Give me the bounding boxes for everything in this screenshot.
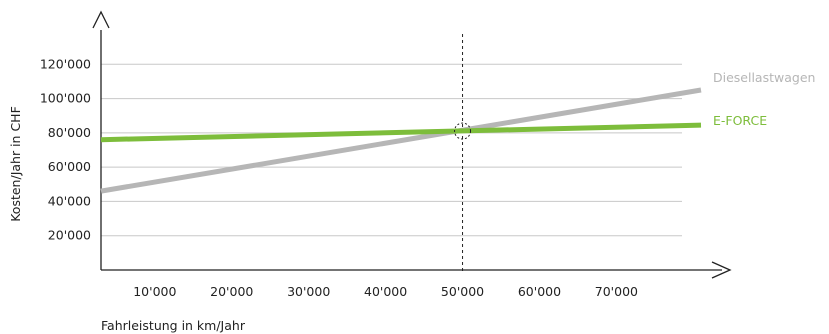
y-tick-label: 40'000 [48, 193, 91, 208]
y-tick-label: 60'000 [48, 159, 91, 174]
x-tick-label: 50'000 [441, 284, 484, 299]
gridlines [101, 63, 682, 237]
x-tick-labels: 10'000 20'000 30'000 40'000 50'000 60'000 70'0… [133, 284, 638, 299]
x-tick-label: 40'000 [364, 284, 407, 299]
y-axis-arrow-icon [92, 10, 110, 29]
x-tick-label: 20'000 [210, 284, 253, 299]
x-axis-title: Fahrleistung in km/Jahr [101, 318, 246, 333]
series-line-e-force [100, 122, 702, 143]
y-tick-label: 80'000 [48, 125, 91, 140]
break-even-circle [454, 122, 472, 140]
series-label: Diesellastwagen [713, 70, 815, 85]
y-tick-labels: 20'000 40'000 60'000 80'000 100'000 120'000 [40, 56, 91, 242]
x-tick-label: 30'000 [287, 284, 330, 299]
series-layer [100, 87, 702, 194]
x-tick-label: 10'000 [133, 284, 176, 299]
y-axis-title: Kosten/Jahr in CHF [8, 106, 23, 222]
series-labels: Diesellastwagen E-FORCE [713, 70, 815, 128]
y-tick-label: 100'000 [40, 91, 91, 106]
series-label: E-FORCE [713, 113, 767, 128]
x-tick-label: 70'000 [595, 284, 638, 299]
y-tick-label: 20'000 [48, 228, 91, 243]
x-axis-arrow-icon [711, 261, 732, 279]
x-tick-label: 60'000 [518, 284, 561, 299]
series-line-diesellastwagen [100, 87, 702, 194]
y-tick-label: 120'000 [40, 56, 91, 71]
